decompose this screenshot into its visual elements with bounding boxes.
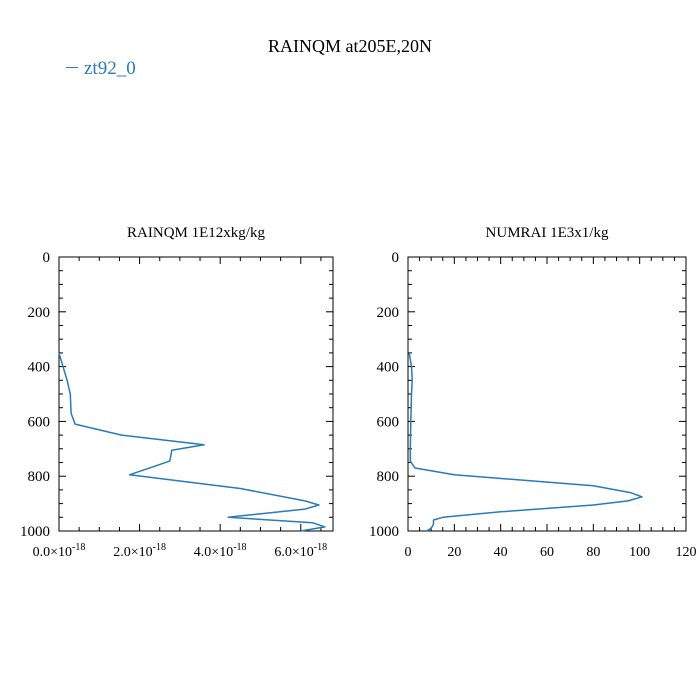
- plot-frame: [407, 256, 687, 532]
- subplot-2: NUMRAI 1E3x1/kg 0 200 400 600 800 1000 0 20 40 60 8…: [369, 225, 697, 560]
- y-tick-label: 600: [28, 414, 51, 430]
- x-tick-label: 4.0×10-18: [194, 542, 247, 560]
- x-tick-label: 100: [629, 545, 650, 560]
- y-tick-label: 0: [43, 250, 51, 266]
- x-tick-label: 20: [447, 545, 461, 560]
- series-line-1: [58, 352, 326, 532]
- y-tick-label: 1000: [369, 524, 399, 540]
- y-tick-label: 400: [28, 360, 51, 376]
- legend-label: zt92_0: [84, 58, 136, 79]
- x-tick-label: 0.0×10-18: [33, 542, 86, 560]
- figure-title: RAINQM at205E,20N: [268, 36, 432, 56]
- subplot-title: RAINQM 1E12xkg/kg: [127, 225, 265, 241]
- y-tick-label: 0: [392, 250, 400, 266]
- x-tick-label: 60: [540, 545, 554, 560]
- x-tick-label: 80: [586, 545, 600, 560]
- x-tick-label: 6.0×10-18: [274, 542, 327, 560]
- x-tick-label: 40: [494, 545, 508, 560]
- y-tick-label: 800: [28, 469, 51, 485]
- subplot-1: RAINQM 1E12xkg/kg 0 200 400 600 800 1000 0.0×10…: [20, 225, 334, 560]
- x-tick-label: 120: [676, 545, 697, 560]
- y-tick-label: 800: [377, 469, 400, 485]
- x-tick-label: 2.0×10-18: [113, 542, 166, 560]
- legend-line-swatch: [66, 67, 78, 69]
- y-tick-label: 1000: [20, 524, 50, 540]
- y-tick-label: 400: [377, 360, 400, 376]
- plot-frame: [58, 256, 334, 532]
- y-tick-label: 200: [28, 305, 51, 321]
- y-tick-label: 600: [377, 414, 400, 430]
- series-line-1: [408, 352, 643, 532]
- y-tick-label: 200: [377, 305, 400, 321]
- legend: zt92_0: [66, 58, 136, 80]
- x-tick-label: 0: [405, 545, 412, 560]
- subplot-title: NUMRAI 1E3x1/kg: [486, 225, 609, 241]
